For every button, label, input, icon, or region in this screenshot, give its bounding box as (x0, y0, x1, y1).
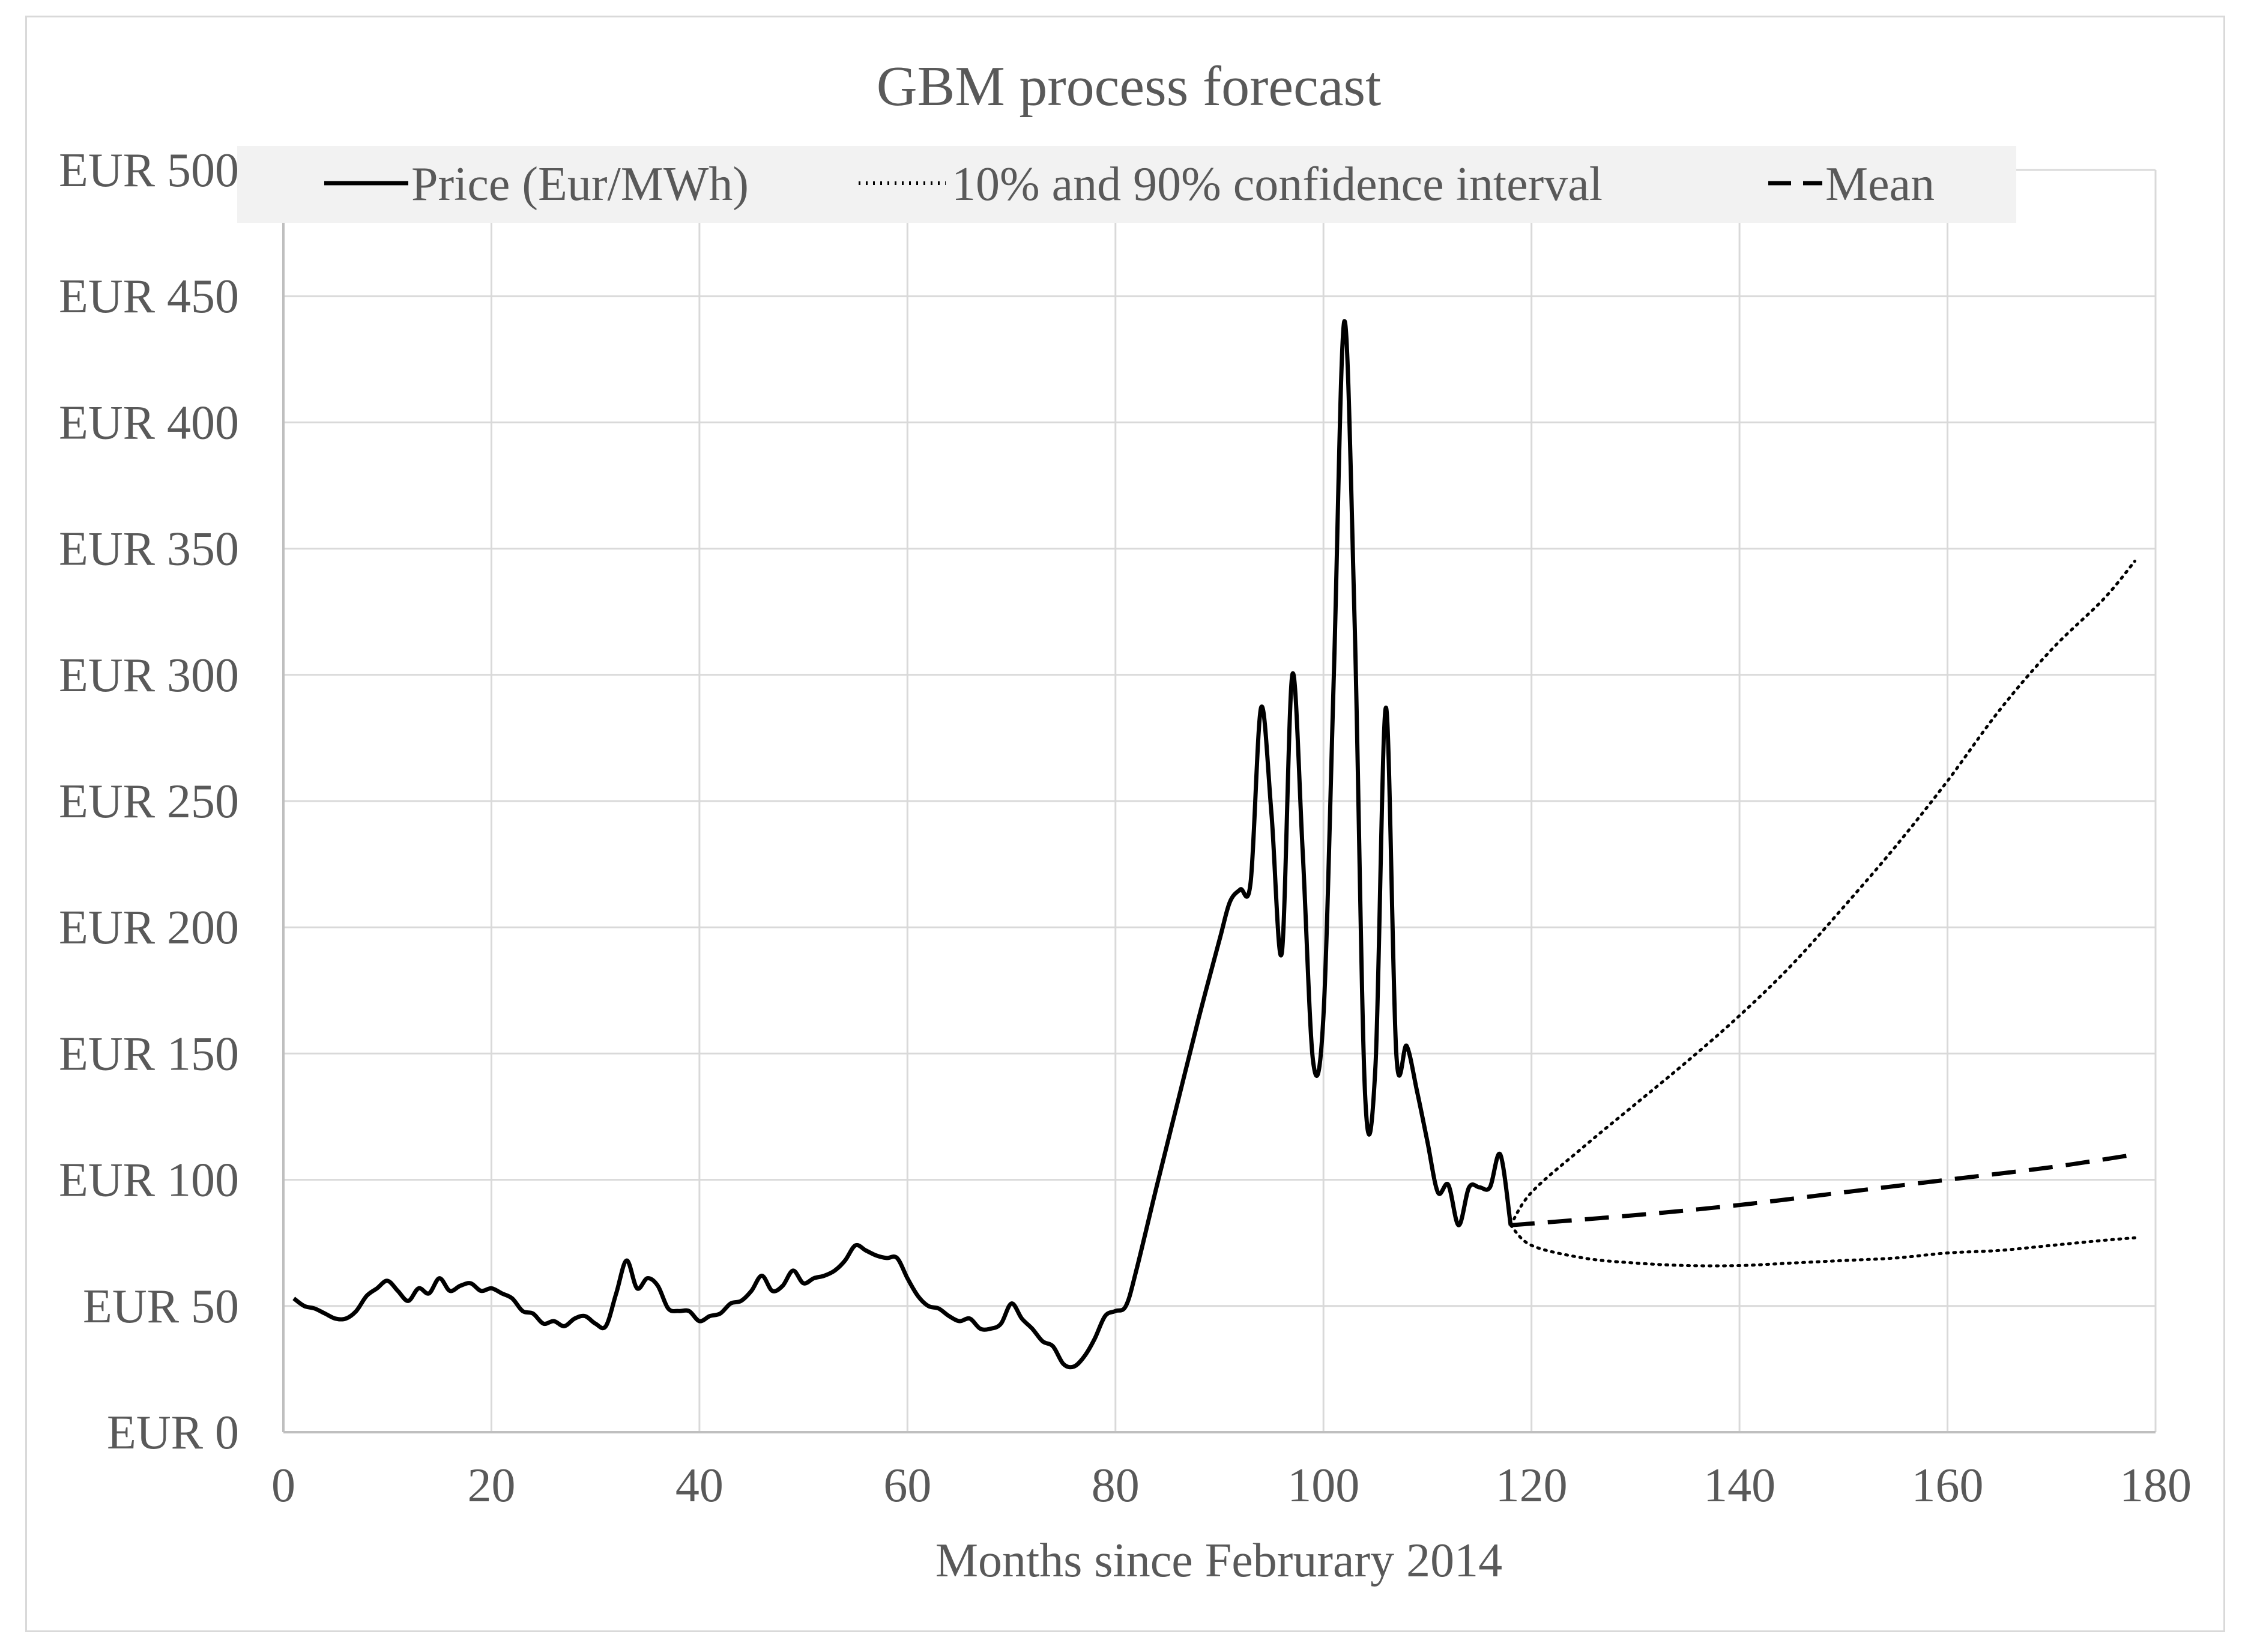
series (292, 319, 2136, 1370)
legend: Price (Eur/MWh) 10% and 90% confidence i… (237, 146, 2016, 223)
x-tick-label: 180 (2120, 1459, 2192, 1512)
y-tick-label: EUR 50 (83, 1280, 239, 1333)
series-line-confidence-lower (1509, 1223, 2136, 1268)
y-tick-label: EUR 0 (107, 1406, 239, 1459)
legend-background (237, 146, 2016, 223)
tick-labels: EUR 0 EUR 50 EUR 100 EUR 150 EUR 200 EUR 250 E… (59, 144, 2192, 1512)
x-tick-label: 60 (883, 1459, 931, 1512)
grid-lines (283, 169, 2157, 1432)
legend-label-mean: Mean (1825, 158, 1935, 211)
x-tick-label: 140 (1703, 1459, 1775, 1512)
y-tick-label: EUR 400 (59, 396, 239, 449)
y-tick-label: EUR 300 (59, 649, 239, 702)
series-line-confidence-upper (1509, 560, 2136, 1227)
x-tick-label: 100 (1287, 1459, 1359, 1512)
y-tick-label: EUR 350 (59, 523, 239, 576)
series-line-mean (1510, 1152, 2135, 1227)
chart-title: GBM process forecast (877, 55, 1382, 118)
y-tick-label: EUR 200 (59, 901, 239, 954)
y-tick-label: EUR 450 (59, 270, 239, 323)
y-tick-label: EUR 250 (59, 775, 239, 828)
x-tick-label: 160 (1912, 1459, 1984, 1512)
y-tick-label: EUR 100 (59, 1154, 239, 1207)
axes (282, 170, 2156, 1433)
x-tick-label: 20 (467, 1459, 515, 1512)
y-tick-label: EUR 150 (59, 1027, 239, 1080)
x-tick-label: 0 (271, 1459, 295, 1512)
y-tick-label: EUR 500 (59, 144, 239, 197)
series-line-price (292, 319, 1513, 1370)
x-axis-label: Months since Februrary 2014 (935, 1534, 1502, 1587)
legend-label-confidence: 10% and 90% confidence interval (952, 158, 1603, 211)
chart-frame (25, 16, 2225, 1632)
x-tick-label: 80 (1092, 1459, 1140, 1512)
x-tick-label: 40 (675, 1459, 724, 1512)
x-tick-label: 120 (1496, 1459, 1568, 1512)
legend-label-price: Price (Eur/MWh) (411, 158, 749, 211)
